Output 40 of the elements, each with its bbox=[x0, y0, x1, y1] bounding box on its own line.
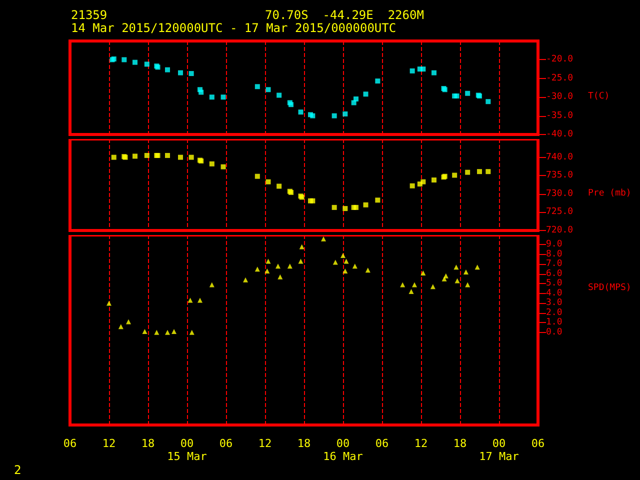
y-tick-label: 2.0 bbox=[546, 308, 562, 318]
y-tick-label: 8.0 bbox=[546, 249, 562, 260]
y-tick-label: 740.0 bbox=[546, 152, 574, 162]
y-tick-label: -35.0 bbox=[546, 110, 574, 121]
y-tick-label: 5.0 bbox=[546, 278, 562, 289]
y-tick-label: 7.0 bbox=[546, 259, 562, 270]
y-tick-label: 720.0 bbox=[546, 226, 574, 236]
x-tick-label: 12 bbox=[102, 437, 116, 450]
y-axis-title: Pre (mb) bbox=[588, 188, 632, 198]
y-axis-title: T(C) bbox=[588, 92, 610, 102]
chart-subtitle: 14 Mar 2015/120000UTC - 17 Mar 2015/000000UTC bbox=[71, 21, 396, 35]
y-tick-label: -20.0 bbox=[546, 54, 574, 65]
y-tick-label: 735.0 bbox=[546, 170, 574, 181]
x-tick-label: 06 bbox=[531, 437, 545, 450]
x-tick-label: 00 17 Mar bbox=[479, 437, 520, 463]
text: 70.70S -44.29E 2260M bbox=[265, 8, 424, 22]
y-tick-label: 725.0 bbox=[546, 207, 574, 218]
x-tick-label: 12 bbox=[258, 437, 272, 450]
y-tick-label: 0.0 bbox=[546, 327, 562, 338]
chart-title: 21359 bbox=[71, 8, 108, 22]
y-tick-label: -25.0 bbox=[546, 73, 574, 84]
y-tick-label: 3.0 bbox=[546, 298, 562, 308]
y-tick-label: 1.0 bbox=[546, 318, 562, 328]
x-tick-label: 18 bbox=[297, 437, 311, 450]
y-tick-label: 6.0 bbox=[546, 268, 562, 279]
x-tick-label: 12 bbox=[414, 437, 428, 450]
x-tick-label: 00 15 Mar bbox=[167, 437, 208, 463]
text: 2 bbox=[14, 463, 22, 477]
x-tick-label: 06 bbox=[375, 437, 389, 450]
y-tick-label: -40.0 bbox=[546, 130, 574, 140]
y-tick-label: -30.0 bbox=[546, 92, 574, 102]
x-tick-label: 18 bbox=[141, 437, 155, 450]
x-tick-label: 00 16 Mar bbox=[323, 437, 364, 463]
y-tick-label: 4.0 bbox=[546, 288, 562, 298]
y-tick-label: 730.0 bbox=[546, 188, 574, 199]
y-tick-label: 9.0 bbox=[546, 240, 562, 250]
y-axis-title: SPD(MPS) bbox=[588, 283, 632, 294]
x-tick-label: 06 bbox=[63, 437, 77, 450]
x-tick-label: 06 bbox=[219, 437, 233, 450]
x-tick-label: 18 bbox=[453, 437, 467, 450]
